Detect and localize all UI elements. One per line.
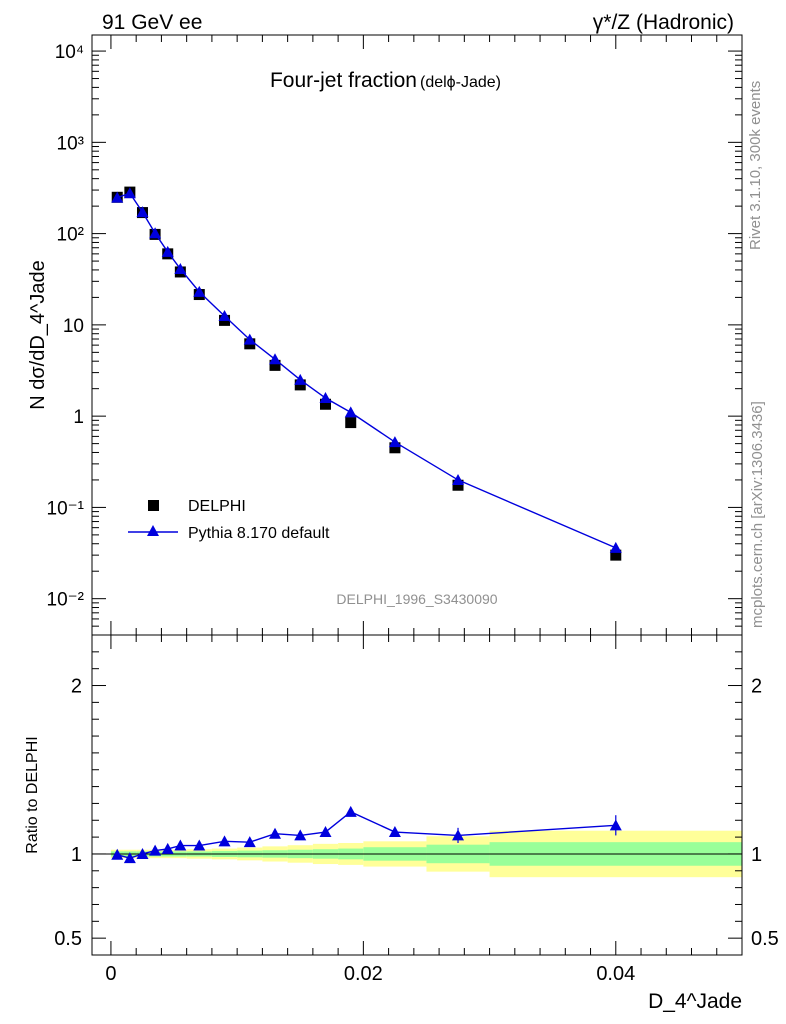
ratio-point — [319, 826, 332, 838]
pythia-point — [174, 262, 187, 274]
pythia-point — [319, 392, 332, 404]
ratio-point — [111, 848, 124, 860]
y-tick-label: 1 — [73, 407, 84, 428]
pythia-point — [161, 245, 174, 257]
ratio-point — [388, 826, 401, 838]
pythia-point — [243, 333, 256, 345]
legend-marker-delphi — [148, 500, 159, 511]
ratio-line — [117, 811, 616, 859]
ratio-point — [294, 829, 307, 841]
ratio-y-tick-label-right: 2 — [751, 676, 762, 698]
ratio-point — [218, 835, 231, 847]
pythia-point — [269, 353, 282, 365]
main-x-axis-ticks — [110, 35, 743, 635]
delphi-point — [294, 379, 306, 391]
main-y-axis-label: N dσ/dD_4^Jade — [27, 260, 49, 410]
main-series — [111, 186, 622, 561]
delphi-point — [269, 359, 281, 371]
ratio-point — [344, 805, 357, 817]
pythia-point — [123, 187, 136, 199]
main-y-tick-labels: 10⁴ 10³ 10² 10 1 10⁻¹ 10⁻² — [47, 42, 85, 611]
delphi-point — [610, 549, 622, 561]
analysis-watermark: DELPHI_1996_S3430090 — [336, 591, 497, 607]
energy-label: 91 GeV ee — [102, 11, 202, 34]
ratio-x-axis — [110, 635, 743, 955]
ratio-y-axis-label: Ratio to DELPHI — [24, 736, 41, 853]
ratio-point — [609, 819, 622, 831]
ratio-point — [243, 836, 256, 848]
main-frame — [91, 34, 743, 636]
main-panel: 10⁴ 10³ 10² 10 1 10⁻¹ 10⁻² Four-jet fraction (… — [27, 34, 743, 636]
ratio-frame — [91, 634, 743, 956]
chart-subtitle: (delϕ-Jade) — [420, 74, 501, 91]
ratio-point — [193, 839, 206, 851]
legend-label-pythia: Pythia 8.170 default — [188, 525, 330, 542]
pythia-line — [117, 192, 617, 549]
ratio-series — [111, 805, 622, 864]
x-tick-label: 0 — [105, 963, 116, 985]
chart-title: Four-jet fraction — [270, 69, 417, 92]
y-tick-label: 10³ — [57, 133, 84, 154]
process-label: γ*/Z (Hadronic) — [593, 11, 734, 34]
main-y-axis — [92, 50, 742, 636]
y-tick-label: 10 — [63, 316, 84, 337]
pythia-point — [609, 541, 622, 553]
delphi-point — [452, 479, 464, 491]
legend-marker-pythia — [147, 525, 159, 536]
delphi-point — [319, 398, 331, 410]
ratio-y-axis — [92, 634, 742, 956]
ratio-point — [136, 847, 149, 859]
ratio-y-tick-label: 2 — [71, 676, 82, 698]
ratio-point — [149, 844, 162, 856]
ratio-y-tick-label: 0.5 — [54, 928, 82, 950]
ratio-point — [269, 827, 282, 839]
pythia-point — [149, 227, 162, 239]
ratio-point — [161, 842, 174, 854]
pythia-point — [218, 310, 231, 322]
y-tick-label: 10⁴ — [55, 42, 84, 63]
rivet-version-label: Rivet 3.1.10, 300k events — [747, 81, 764, 250]
y-tick-label: 10² — [57, 225, 84, 246]
x-tick-label: 0.04 — [596, 963, 635, 985]
ratio-y-tick-label-right: 1 — [751, 844, 762, 866]
ratio-y-tick-labels: 2 2 1 1 0.5 0.5 — [54, 676, 779, 951]
pythia-point — [193, 285, 206, 297]
legend: DELPHI Pythia 8.170 default — [128, 498, 330, 542]
ratio-panel: 2 2 1 1 0.5 0.5 0 0.02 0.04 Ratio to DELPHI D_4… — [24, 634, 779, 1013]
ratio-y-tick-label: 1 — [71, 844, 82, 866]
ratio-point — [452, 829, 465, 841]
delphi-point — [345, 417, 357, 429]
x-axis-label: D_4^Jade — [648, 990, 742, 1013]
pythia-point — [344, 406, 357, 418]
legend-label-delphi: DELPHI — [188, 498, 246, 515]
pythia-point — [294, 373, 307, 385]
pythia-point — [452, 473, 465, 485]
y-tick-label: 10⁻¹ — [47, 498, 85, 519]
pythia-point — [111, 191, 124, 203]
ratio-point — [123, 852, 136, 864]
x-tick-labels: 0 0.02 0.04 — [105, 963, 635, 985]
pythia-point — [136, 206, 149, 218]
mcplots-label: mcplots.cern.ch [arXiv:1306.3436] — [749, 401, 766, 628]
ratio-point — [174, 839, 187, 851]
ratio-y-tick-label-right: 0.5 — [751, 928, 779, 950]
y-tick-label: 10⁻² — [47, 590, 85, 611]
pythia-point — [388, 436, 401, 448]
delphi-point — [389, 442, 401, 454]
x-tick-label: 0.02 — [344, 963, 383, 985]
